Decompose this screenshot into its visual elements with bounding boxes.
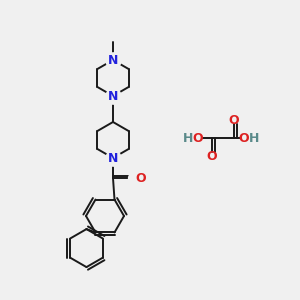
Text: H: H [183,131,193,145]
Text: H: H [249,131,259,145]
Text: N: N [108,152,118,164]
Text: N: N [108,89,118,103]
Text: N: N [108,53,118,67]
Text: O: O [229,113,239,127]
Text: O: O [193,131,203,145]
Text: O: O [136,172,146,184]
Text: O: O [239,131,249,145]
Text: O: O [207,149,217,163]
